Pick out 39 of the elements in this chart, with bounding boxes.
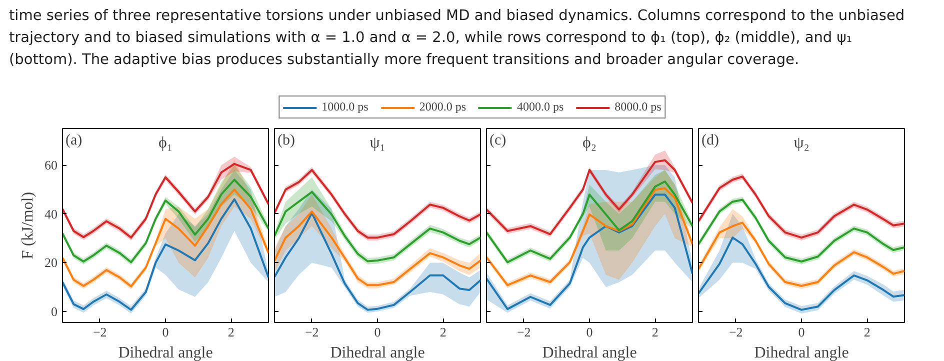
x-axis-title: Dihedral angle xyxy=(330,344,425,361)
text: (bottom). The adaptive bias produces substantially more frequent transitions and broader angular coverage. xyxy=(9,52,800,68)
x-tick-label: −2 xyxy=(516,324,531,340)
x-tick-label: 0 xyxy=(374,324,381,340)
x-tick-label: 2 xyxy=(864,324,870,340)
text: trajectory and to biased simulations with α = 1.0 and α = 2.0, while rows correspond to ϕ₁ (top), ϕ₂ (middle), and ψ₁ xyxy=(9,30,852,46)
y-tick-label: 60 xyxy=(44,158,58,173)
legend-label: 8000.0 ps xyxy=(614,100,662,114)
line-series xyxy=(62,198,268,311)
legend-label: 4000.0 ps xyxy=(517,100,564,114)
text: time series of three representative torsions under unbiased MD and biased dynamics. Columns correspond to the unbiased xyxy=(9,8,905,24)
x-axis-title: Dihedral angle xyxy=(754,344,849,361)
x-tick-label: 2 xyxy=(228,324,234,340)
y-tick-label: 20 xyxy=(44,255,58,270)
chart-title: ψ₁ xyxy=(370,134,386,152)
chart-title: ϕ₁ xyxy=(158,134,172,152)
annotation: (a) xyxy=(66,132,82,148)
annotation: (d) xyxy=(702,132,719,148)
x-tick-label: 0 xyxy=(798,324,805,340)
x-tick-label: −2 xyxy=(728,324,743,340)
legend-label: 1000.0 ps xyxy=(322,100,368,114)
line-series xyxy=(62,178,268,264)
line-series xyxy=(62,188,268,288)
y-tick-label: 0 xyxy=(51,304,58,320)
y-tick-label: 40 xyxy=(44,206,58,222)
x-tick-label: 0 xyxy=(586,324,593,340)
x-tick-label: 0 xyxy=(162,324,169,340)
y-axis-title: F (kJ/mol) xyxy=(20,192,36,260)
x-axis-title: Dihedral angle xyxy=(542,344,637,361)
x-tick-label: −2 xyxy=(304,324,319,340)
annotation: (b) xyxy=(278,132,295,148)
x-axis-title: Dihedral angle xyxy=(118,344,213,361)
legend-label: 2000.0 ps xyxy=(419,100,466,114)
x-tick-label: −2 xyxy=(92,324,107,340)
x-tick-label: 2 xyxy=(652,324,658,340)
chart-title: ψ₂ xyxy=(794,134,810,152)
x-tick-label: 2 xyxy=(440,324,446,340)
annotation: (c) xyxy=(490,132,506,148)
chart-title: ϕ₂ xyxy=(582,134,596,152)
